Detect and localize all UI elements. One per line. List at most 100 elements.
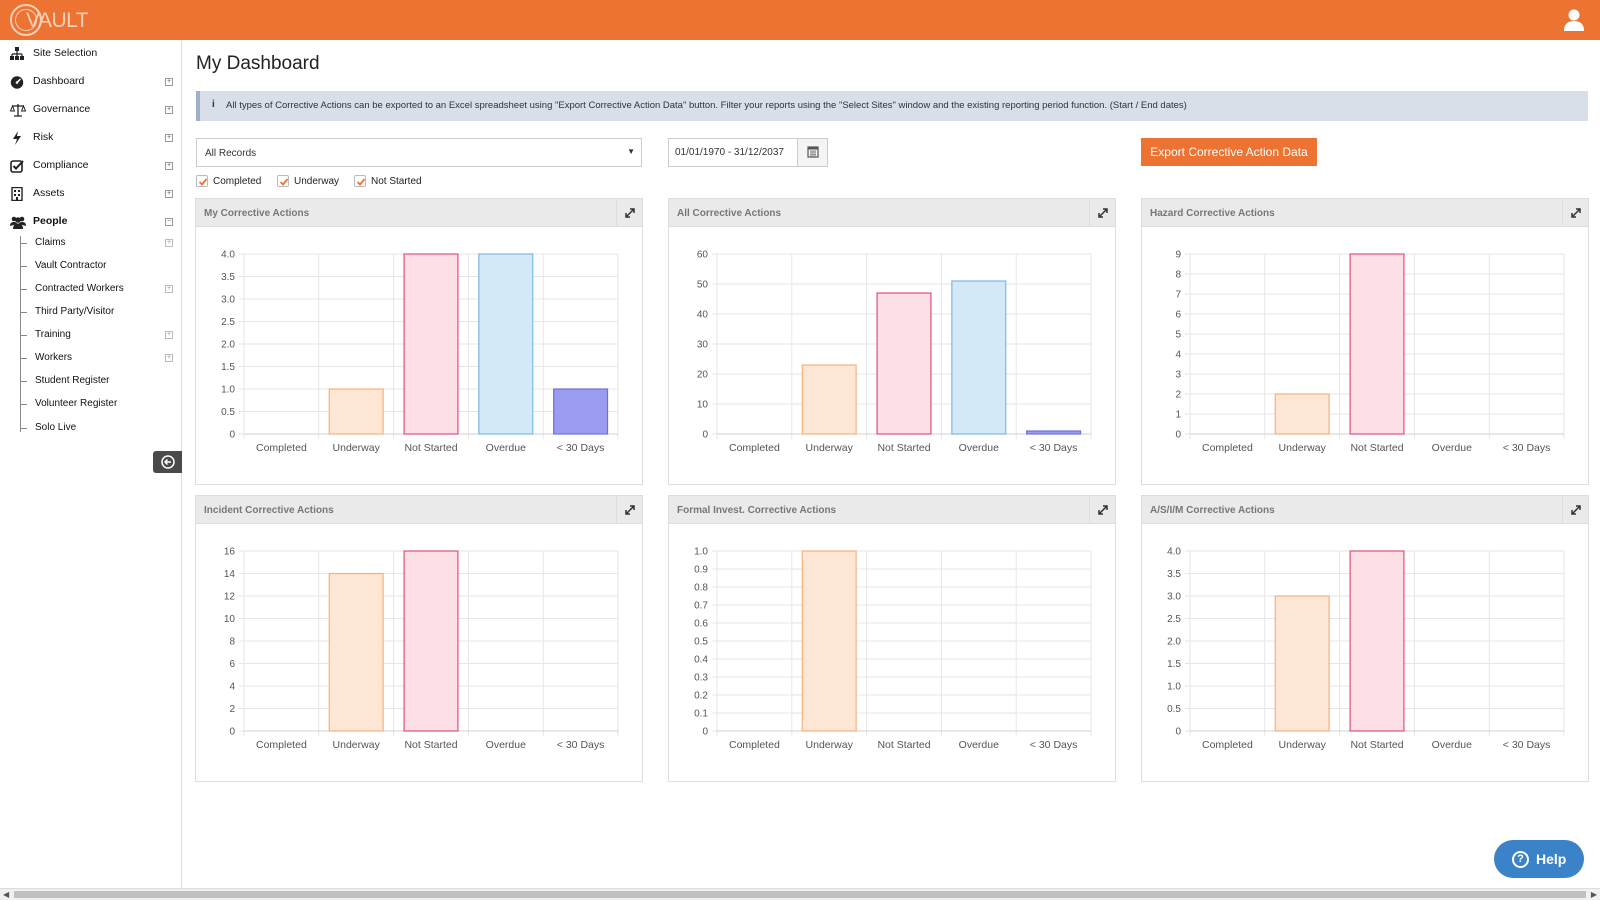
y-tick-label: 4 [1175, 350, 1181, 361]
sidebar-subitem-label: Solo Live [35, 422, 77, 433]
sidebar-subitem-third-party-visitor[interactable]: Third Party/Visitor [20, 302, 182, 324]
horizontal-scrollbar[interactable]: ◀ ▶ [0, 888, 1600, 900]
checkbox[interactable] [277, 175, 289, 187]
y-tick-label: 2.5 [221, 317, 235, 328]
x-tick-label: Overdue [1432, 442, 1472, 454]
y-tick-label: 12 [224, 592, 236, 603]
sidebar-subitem-label: Volunteer Register [35, 398, 118, 409]
expand-arrows-icon [625, 505, 635, 515]
user-icon[interactable] [1562, 8, 1586, 32]
logo-ring [10, 4, 42, 36]
expand-panel-button[interactable] [1089, 496, 1115, 523]
y-tick-label: 7 [1175, 290, 1181, 301]
bar-not-started [876, 292, 932, 435]
sidebar-item-label: Site Selection [33, 47, 98, 59]
scrollbar-thumb[interactable] [14, 891, 1586, 898]
y-tick-label: 14 [224, 569, 236, 580]
vault-logo[interactable]: VAULT [10, 4, 90, 36]
sidebar-subitem-claims[interactable]: Claims + [20, 233, 182, 255]
expand-icon[interactable]: + [165, 162, 173, 170]
chart-panel-all-corrective-actions: All Corrective Actions 0 10 20 30 40 50 60 Comp… [668, 198, 1116, 485]
y-tick-label: 0.5 [694, 637, 708, 648]
expand-icon[interactable]: + [165, 134, 173, 142]
filter-label: Underway [294, 176, 340, 187]
expand-panel-button[interactable] [1089, 199, 1115, 226]
sidebar-subitem-vault-contractor[interactable]: Vault Contractor [20, 256, 182, 278]
expand-icon[interactable]: + [165, 239, 173, 247]
sidebar-subitem-label: Training [35, 329, 71, 340]
scroll-left-icon[interactable]: ◀ [3, 890, 10, 899]
sidebar-subitem-workers[interactable]: Workers + [20, 348, 182, 370]
y-tick-label: 3.0 [221, 295, 235, 306]
expand-panel-button[interactable] [1562, 199, 1588, 226]
y-tick-label: 4.0 [221, 250, 235, 261]
export-corrective-action-data-button[interactable]: Export Corrective Action Data [1141, 138, 1317, 166]
panel-title: A/S/I/M Corrective Actions [1150, 505, 1275, 516]
y-tick-label: 0.5 [221, 407, 235, 418]
sidebar-collapse-button[interactable] [153, 451, 182, 473]
y-tick-label: 16 [224, 547, 236, 558]
y-tick-label: 8 [229, 637, 235, 648]
sidebar-item-people[interactable]: People − [0, 210, 182, 236]
sidebar-item-governance[interactable]: Governance + [0, 98, 182, 124]
sidebar: Site Selection Dashboard + Governance + … [0, 40, 182, 888]
expand-icon[interactable]: + [165, 106, 173, 114]
expand-panel-button[interactable] [1562, 496, 1588, 523]
calendar-button[interactable] [797, 139, 827, 166]
collapse-icon[interactable]: − [165, 218, 173, 226]
filter-not-started-checkbox[interactable]: Not Started [354, 175, 434, 189]
scroll-right-icon[interactable]: ▶ [1590, 890, 1597, 899]
bar-chart: 0 1 2 3 4 5 6 7 8 9 Completed Underway Not Started Ov… [1175, 250, 1565, 454]
help-button[interactable]: ? Help [1494, 840, 1584, 878]
help-label: Help [1536, 851, 1567, 867]
date-range-input[interactable]: 01/01/1970 - 31/12/2037 [668, 138, 828, 167]
sitemap-icon [10, 47, 24, 61]
bar-underway [1274, 595, 1330, 732]
expand-panel-button[interactable] [616, 199, 642, 226]
expand-icon[interactable]: + [165, 78, 173, 86]
x-tick-label: Underway [333, 442, 381, 454]
sidebar-item-site-selection[interactable]: Site Selection [0, 42, 182, 68]
sidebar-subitem-volunteer-register[interactable]: Volunteer Register [20, 394, 182, 416]
checkbox[interactable] [196, 175, 208, 187]
chart-panel-my-corrective-actions: My Corrective Actions 0 0.5 1.0 1.5 2.0 2.5 3.… [195, 198, 643, 485]
y-tick-label: 50 [697, 280, 709, 291]
expand-icon[interactable]: + [165, 354, 173, 362]
sidebar-subitem-solo-live[interactable]: Solo Live [20, 418, 182, 440]
bar-not-started [1349, 550, 1405, 732]
filter-completed-checkbox[interactable]: Completed [196, 175, 266, 189]
sidebar-item-risk[interactable]: Risk + [0, 126, 182, 152]
expand-icon[interactable]: + [165, 331, 173, 339]
sidebar-item-assets[interactable]: Assets + [0, 182, 182, 208]
y-tick-label: 0.2 [694, 691, 708, 702]
y-tick-label: 0 [702, 430, 708, 441]
sidebar-subitem-student-register[interactable]: Student Register [20, 371, 182, 393]
y-tick-label: 40 [697, 310, 709, 321]
panel-header: Incident Corrective Actions [196, 496, 642, 524]
filter-label: Completed [213, 176, 262, 187]
x-tick-label: Not Started [1350, 739, 1403, 751]
checkbox[interactable] [354, 175, 366, 187]
panel-title: All Corrective Actions [677, 208, 782, 219]
x-tick-label: < 30 Days [1030, 442, 1078, 454]
sidebar-item-label: Assets [33, 187, 65, 199]
chart-panel-hazard-corrective-actions: Hazard Corrective Actions 0 1 2 3 4 5 6 7 8 9 Comp… [1141, 198, 1589, 485]
filter-underway-checkbox[interactable]: Underway [277, 175, 347, 189]
expand-icon[interactable]: + [165, 190, 173, 198]
expand-icon[interactable]: + [165, 285, 173, 293]
sidebar-subitem-contracted-workers[interactable]: Contracted Workers + [20, 279, 182, 301]
sidebar-subitem-training[interactable]: Training + [20, 325, 182, 347]
bar-not-started [403, 550, 459, 732]
y-tick-label: 0.1 [694, 709, 708, 720]
y-tick-label: 0.3 [694, 673, 708, 684]
expand-arrows-icon [1098, 208, 1108, 218]
checkbox-icon [10, 159, 24, 173]
sidebar-item-dashboard[interactable]: Dashboard + [0, 70, 182, 96]
dashboard-icon [10, 75, 24, 89]
check-icon [279, 178, 289, 186]
question-circle-icon: ? [1512, 851, 1529, 868]
sidebar-item-compliance[interactable]: Compliance + [0, 154, 182, 180]
expand-panel-button[interactable] [616, 496, 642, 523]
records-select[interactable]: All Records ▼ [196, 138, 642, 167]
x-tick-label: < 30 Days [1503, 739, 1551, 751]
